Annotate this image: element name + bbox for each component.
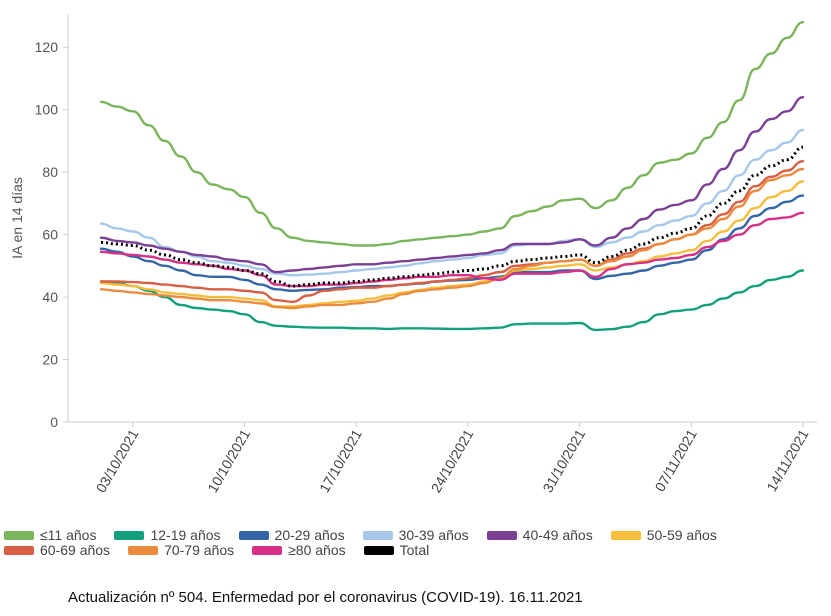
series-line-12-19-a-os [99,269,805,332]
series-line-70-79-a-os [99,167,805,310]
y-tick-label: 60 [42,227,58,243]
x-tick-label: 31/10/2021 [539,426,588,495]
legend-label: 20-29 años [274,527,345,543]
legend-label: 60-69 años [40,542,111,558]
series-line-40-49-a-os [99,96,805,274]
legend-swatch [238,531,269,540]
y-tick-label: 120 [35,39,59,55]
chart-legend: ≤11 años 12-19 años 20-29 años 30-39 años 40… [4,528,830,558]
legend-item: ≤11 años [4,528,96,543]
legend-item: 12-19 años [114,527,221,543]
caption: Actualización nº 504. Enfermedad por el … [68,589,583,606]
x-tick-label: 10/10/2021 [204,426,253,495]
chart-series [99,21,805,332]
legend-swatch [362,531,393,540]
legend-label: 50-59 años [646,527,717,543]
line-chart: 0 20 40 60 80 100 120 03/10/2021 10/10/2021 17/10… [9,14,817,495]
y-tick-label: 40 [42,289,58,305]
series-line-20-29-a-os [99,194,805,292]
legend-label: Total [399,542,430,558]
legend-label: ≥80 años [288,542,346,558]
legend-swatch [4,531,34,540]
legend-item: ≥80 años [252,543,346,558]
legend-label: 70-79 años [164,542,235,558]
x-tick-label: 07/11/2021 [652,426,700,494]
legend-label: 40-49 años [522,527,593,543]
legend-swatch [4,546,34,555]
legend-item: 60-69 años [4,543,110,558]
legend-item: Total [363,542,430,558]
series-line-total [100,145,804,288]
y-axis-label: IA en 14 días [9,177,25,259]
x-tick-label: 03/10/2021 [93,426,142,495]
legend-item: 50-59 años [610,527,717,543]
x-tick-label: 14/11/2021 [763,426,811,494]
x-tick-label: 24/10/2021 [428,426,477,495]
legend-item: 30-39 años [362,527,469,543]
legend-label: 12-19 años [150,527,221,543]
legend-item: 70-79 años [128,543,234,558]
legend-swatch [363,546,394,555]
series-line-30-39-a-os [99,128,805,277]
y-tick-label: 80 [42,164,58,180]
y-tick-label: 100 [35,102,59,118]
legend-swatch [610,531,641,540]
y-tick-label: 0 [50,414,58,430]
legend-item: 20-29 años [238,527,345,543]
y-tick-label: 20 [42,352,58,368]
x-tick-label: 17/10/2021 [316,426,365,495]
legend-swatch [114,531,145,540]
legend-label: ≤11 años [40,527,97,543]
legend-label: 30-39 años [398,527,469,543]
series-line-50-59-a-os [99,180,805,308]
series-line-11-a-os [99,21,805,247]
legend-item: 40-49 años [486,527,593,543]
legend-swatch [252,546,283,555]
legend-swatch [486,531,517,540]
legend-swatch [128,546,159,555]
